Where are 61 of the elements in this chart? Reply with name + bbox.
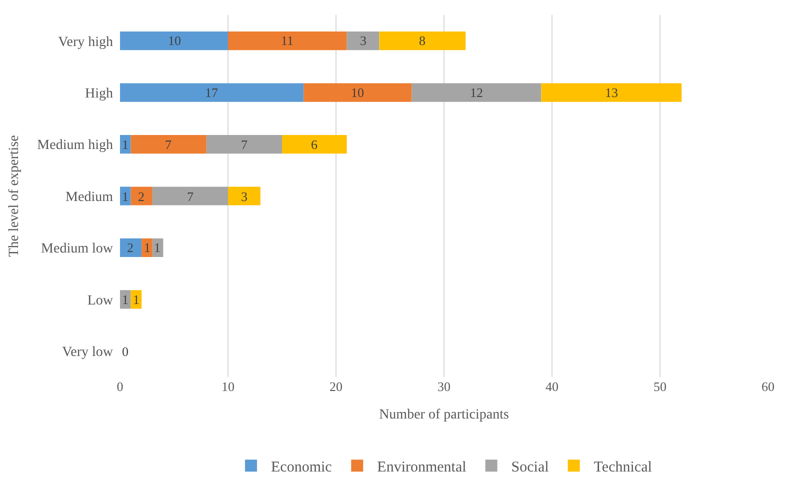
bar (120, 290, 131, 309)
data-label: 1 (122, 189, 128, 204)
bar (346, 32, 380, 50)
data-label: 10 (168, 33, 181, 48)
y-tick-label: Medium (66, 190, 114, 205)
x-tick-label: 60 (762, 379, 774, 394)
bar (120, 238, 142, 258)
data-label: 7 (241, 137, 248, 152)
bar (120, 32, 228, 50)
data-label: 1 (122, 292, 128, 307)
data-label: 13 (605, 85, 618, 100)
y-tick-label: Very high (58, 34, 113, 50)
data-label: 2 (127, 240, 134, 255)
legend-label: Economic (271, 460, 332, 476)
data-label: 1 (144, 240, 150, 255)
x-tick-label: 40 (546, 379, 558, 394)
data-label: 1 (122, 137, 128, 152)
data-label: 0 (122, 344, 128, 359)
data-label: 12 (470, 85, 483, 100)
data-label: 11 (281, 33, 294, 48)
y-tick-label: Very low (62, 345, 114, 360)
legend-label: Technical (594, 460, 652, 476)
bar (412, 83, 542, 102)
bar (282, 134, 347, 154)
data-label: 7 (165, 137, 172, 152)
x-tick-label: 10 (222, 379, 234, 394)
y-tick-label: High (85, 86, 113, 102)
data-label: 7 (187, 189, 194, 204)
x-axis-title: Number of participants (379, 407, 509, 422)
y-tick-label: Medium high (37, 138, 113, 154)
bar (120, 134, 131, 154)
bar (228, 32, 347, 50)
bar (541, 83, 682, 102)
data-label: 2 (138, 189, 144, 204)
data-label: 3 (360, 33, 366, 48)
y-axis-title: The level of expertise (6, 135, 22, 257)
bar (152, 186, 228, 206)
x-tick-label: 0 (116, 379, 124, 394)
bar (120, 186, 131, 206)
y-tick-label: Medium low (41, 242, 114, 257)
bar (142, 238, 152, 258)
x-tick-label: 20 (330, 379, 342, 394)
legend-label: Environmental (377, 460, 466, 476)
x-tick-label: 50 (654, 379, 666, 394)
data-label: 17 (205, 85, 218, 100)
bar (379, 32, 466, 50)
bar (228, 186, 260, 206)
data-label: 3 (241, 189, 248, 204)
bar (304, 83, 412, 102)
data-label: 8 (419, 33, 426, 48)
legend-label: Social (511, 460, 549, 476)
data-label: 1 (133, 292, 140, 307)
data-label: 10 (351, 85, 364, 100)
bar (130, 134, 206, 154)
bar (130, 186, 152, 206)
x-tick-label: 30 (438, 379, 450, 394)
data-label: 6 (311, 137, 318, 152)
y-tick-label: Low (87, 293, 114, 308)
data-label: 1 (154, 240, 160, 255)
bar (120, 83, 304, 102)
bar (206, 134, 282, 154)
